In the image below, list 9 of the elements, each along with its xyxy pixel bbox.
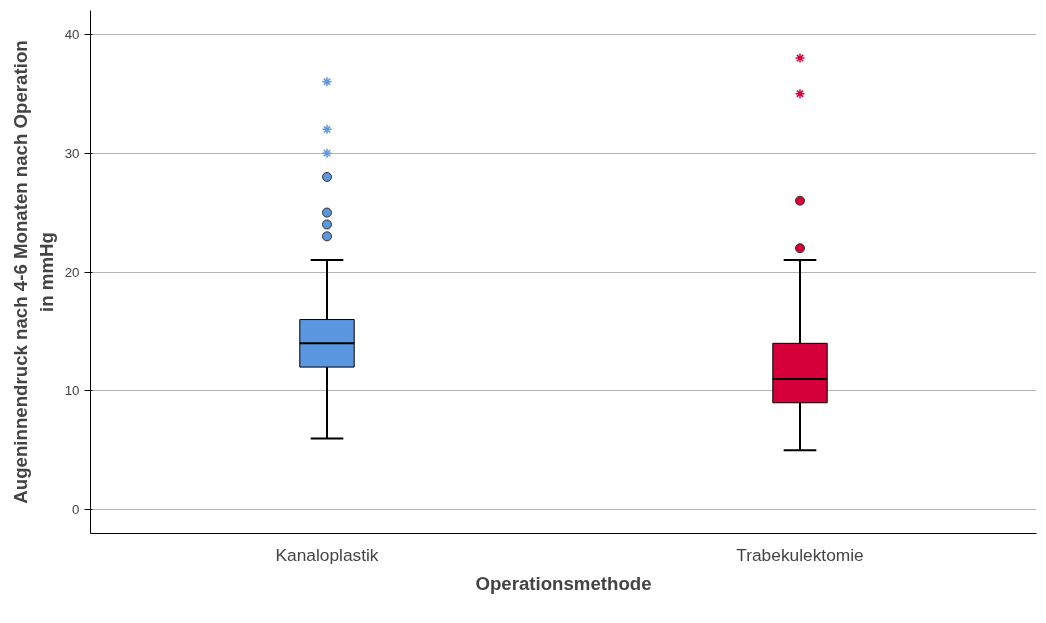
x-axis-title: Operationsmethode: [475, 572, 652, 594]
y-tick-label: 0: [72, 502, 80, 518]
y-tick-label: 30: [64, 145, 80, 161]
y-tick-label: 40: [64, 26, 80, 42]
y-tick-label: 10: [64, 383, 80, 399]
y-tick-label: 20: [64, 264, 80, 280]
x-tick-label: Kanaloplastik: [275, 544, 379, 565]
y-axis-title: Augeninnendruck nach 4-6 Monaten nach Operation in mmHg: [10, 40, 57, 504]
x-tick-label: Trabekulektomie: [736, 544, 864, 565]
